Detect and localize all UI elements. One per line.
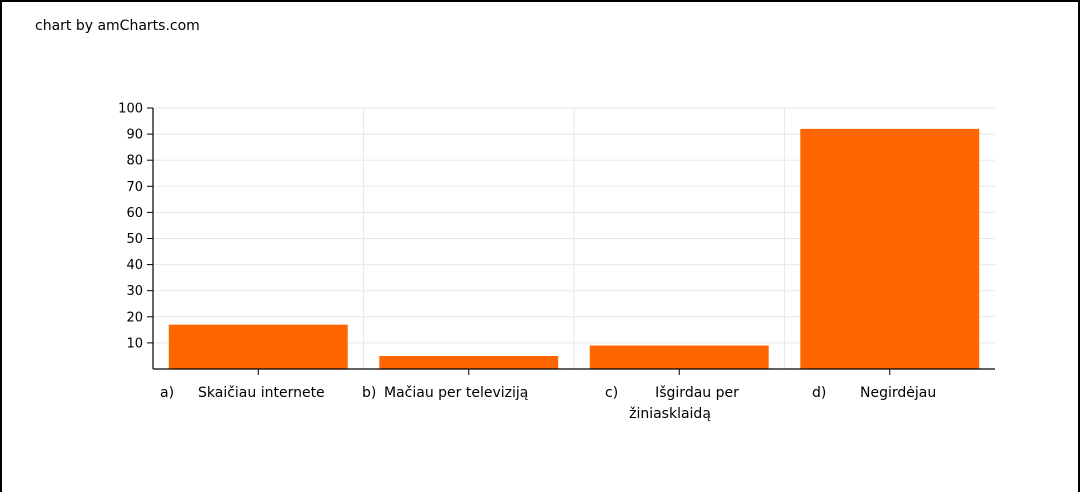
x-label-prefix: b) [362, 385, 376, 401]
y-tick-label: 30 [126, 284, 143, 299]
x-label-text: Mačiau per televiziją [384, 385, 528, 401]
y-tick-label: 10 [126, 336, 143, 351]
y-tick-label: 40 [126, 258, 143, 273]
y-tick-label: 100 [118, 102, 143, 117]
x-label-text: Negirdėjau [860, 385, 936, 401]
y-tick-label: 50 [126, 232, 143, 247]
bar-b [379, 355, 559, 369]
bar-d [800, 128, 980, 369]
y-tick-label: 20 [126, 310, 143, 325]
bar-a [168, 324, 348, 369]
y-tick-label: 60 [126, 206, 143, 221]
x-label-prefix: c) [605, 385, 618, 401]
y-tick-label: 90 [126, 128, 143, 143]
x-label-text: Išgirdau per [655, 385, 739, 401]
x-label-text: Skaičiau internete [198, 385, 325, 401]
bar-c [589, 345, 769, 369]
y-tick-label: 80 [126, 154, 143, 169]
x-label-prefix: a) [160, 385, 174, 401]
y-tick-label: 70 [126, 180, 143, 195]
x-label-prefix: d) [812, 385, 826, 401]
x-label-text-line2: žiniasklaidą [629, 406, 711, 422]
chart-credit[interactable]: chart by amCharts.com [35, 18, 200, 34]
